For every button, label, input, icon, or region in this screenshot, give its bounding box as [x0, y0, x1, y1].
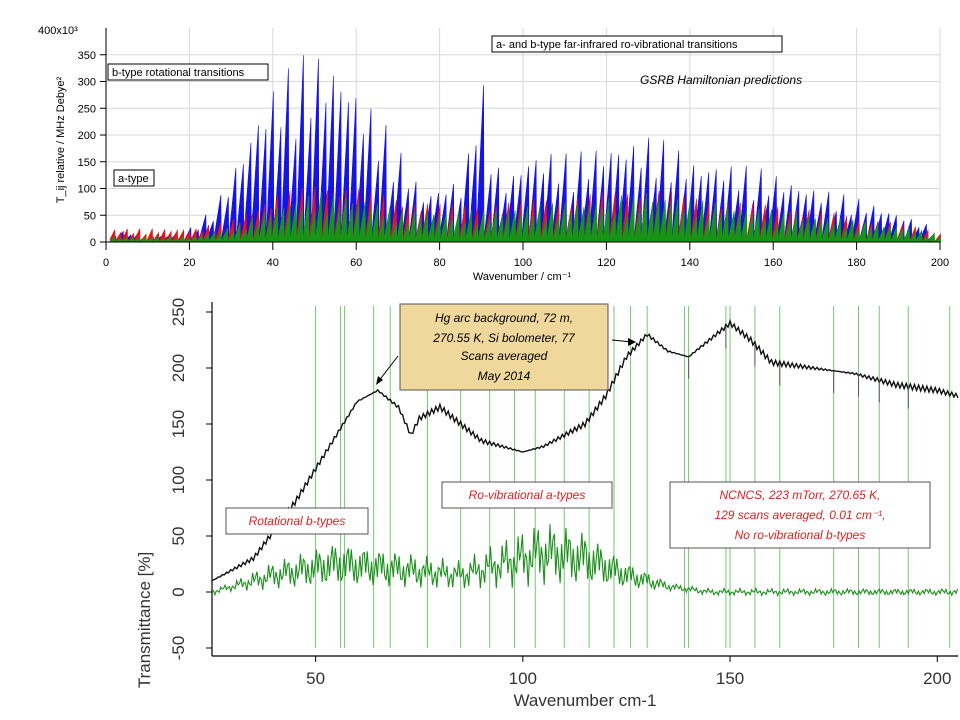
- top-x-tick-label: 120: [597, 257, 615, 269]
- top-x-tick-label: 180: [847, 257, 865, 269]
- bottom-y-tick-label: 100: [169, 466, 188, 494]
- top-y-multiplier: 400x10³: [38, 25, 78, 37]
- hg-arc-note-line4: May 2014: [478, 369, 531, 383]
- top-y-tick-label: 350: [78, 50, 96, 62]
- top-x-tick-label: 60: [350, 257, 362, 269]
- top-y-tick-label: 100: [78, 184, 96, 196]
- rovib-atype-box: [441, 481, 613, 509]
- bottom-y-tick-label: 150: [169, 410, 188, 438]
- rovib-atype-label: Ro-vibrational a-types: [469, 488, 586, 502]
- top-x-tick-label: 160: [764, 257, 782, 269]
- top-y-tick-label: 200: [78, 130, 96, 142]
- bottom-y-tick-label: 50: [169, 527, 188, 546]
- ncncs-line3: No ro-vibrational b-types: [735, 528, 866, 542]
- bottom-series-green: [211, 524, 959, 598]
- bottom-x-axis-title: Wavenumber cm-1: [514, 691, 657, 710]
- note-arrow-right-head: [628, 338, 636, 346]
- hg-arc-note-box: [399, 303, 609, 391]
- top-y-tick-label: 0: [90, 237, 96, 249]
- bottom-x-tick-label: 200: [923, 669, 951, 688]
- bottom-y-tick-label: 0: [169, 587, 188, 596]
- ncncs-box: [669, 481, 931, 549]
- top-y-tick-label: 150: [78, 157, 96, 169]
- bottom-x-tick-label: 100: [509, 669, 537, 688]
- hg-arc-note-line1: Hg arc background, 72 m,: [435, 311, 573, 325]
- ncncs-line1: NCNCS, 223 mTorr, 270.65 K,: [720, 488, 881, 502]
- ncncs-line2: 129 scans averaged, 0.01 cm⁻¹,: [714, 508, 885, 522]
- top-x-tick-label: 140: [681, 257, 699, 269]
- bottom-x-tick-label: 150: [716, 669, 744, 688]
- note-arrow-left: [377, 355, 399, 383]
- top-y-tick-label: 300: [78, 77, 96, 89]
- hg-arc-note-line3: Scans averaged: [461, 349, 548, 363]
- top-x-tick-label: 80: [433, 257, 445, 269]
- rotational-btype-label: Rotational b-types: [249, 514, 346, 528]
- hg-arc-note-line2: 270.55 K, Si bolometer, 77: [432, 331, 576, 345]
- note-arrow-left-head: [376, 376, 383, 385]
- top-x-tick-label: 20: [183, 257, 195, 269]
- btype-rot-box: [107, 63, 269, 81]
- gsrb-label: GSRB Hamiltonian predictions: [640, 73, 802, 87]
- top-x-tick-label: 40: [267, 257, 279, 269]
- ab-type-label: a- and b-type far-infrared ro-vibrationa…: [496, 39, 738, 51]
- top-y-tick-label: 250: [78, 103, 96, 115]
- bottom-y-tick-label: -50: [169, 636, 188, 661]
- bottom-y-tick-label: 200: [169, 354, 188, 382]
- top-x-tick-label: 0: [103, 257, 109, 269]
- bottom-chart: Transmittance [%] -50 0 50 100 150 200 250 50 10…: [135, 298, 959, 710]
- bottom-y-tick-label: 250: [169, 298, 188, 326]
- btype-rot-label: b-type rotational transitions: [112, 67, 245, 79]
- atype-box: [113, 169, 155, 187]
- atype-label: a-type: [118, 173, 149, 185]
- top-x-axis-title: Wavenumber / cm⁻¹: [473, 271, 572, 283]
- rotational-btype-box: [225, 507, 369, 535]
- bottom-x-tick-label: 50: [306, 669, 325, 688]
- top-chart: T_ij relative / MHz Debye² 400x10³ 0 20 40…: [38, 25, 949, 283]
- top-series-green: [109, 191, 942, 244]
- top-x-tick-label: 100: [514, 257, 532, 269]
- top-y-tick-label: 50: [84, 210, 96, 222]
- top-x-tick-label: 200: [931, 257, 949, 269]
- ab-type-box: [491, 35, 783, 53]
- top-y-axis-title: T_ij relative / MHz Debye²: [55, 76, 67, 203]
- bottom-series-black: [211, 318, 959, 582]
- bottom-y-axis-title: Transmittance [%]: [135, 552, 154, 688]
